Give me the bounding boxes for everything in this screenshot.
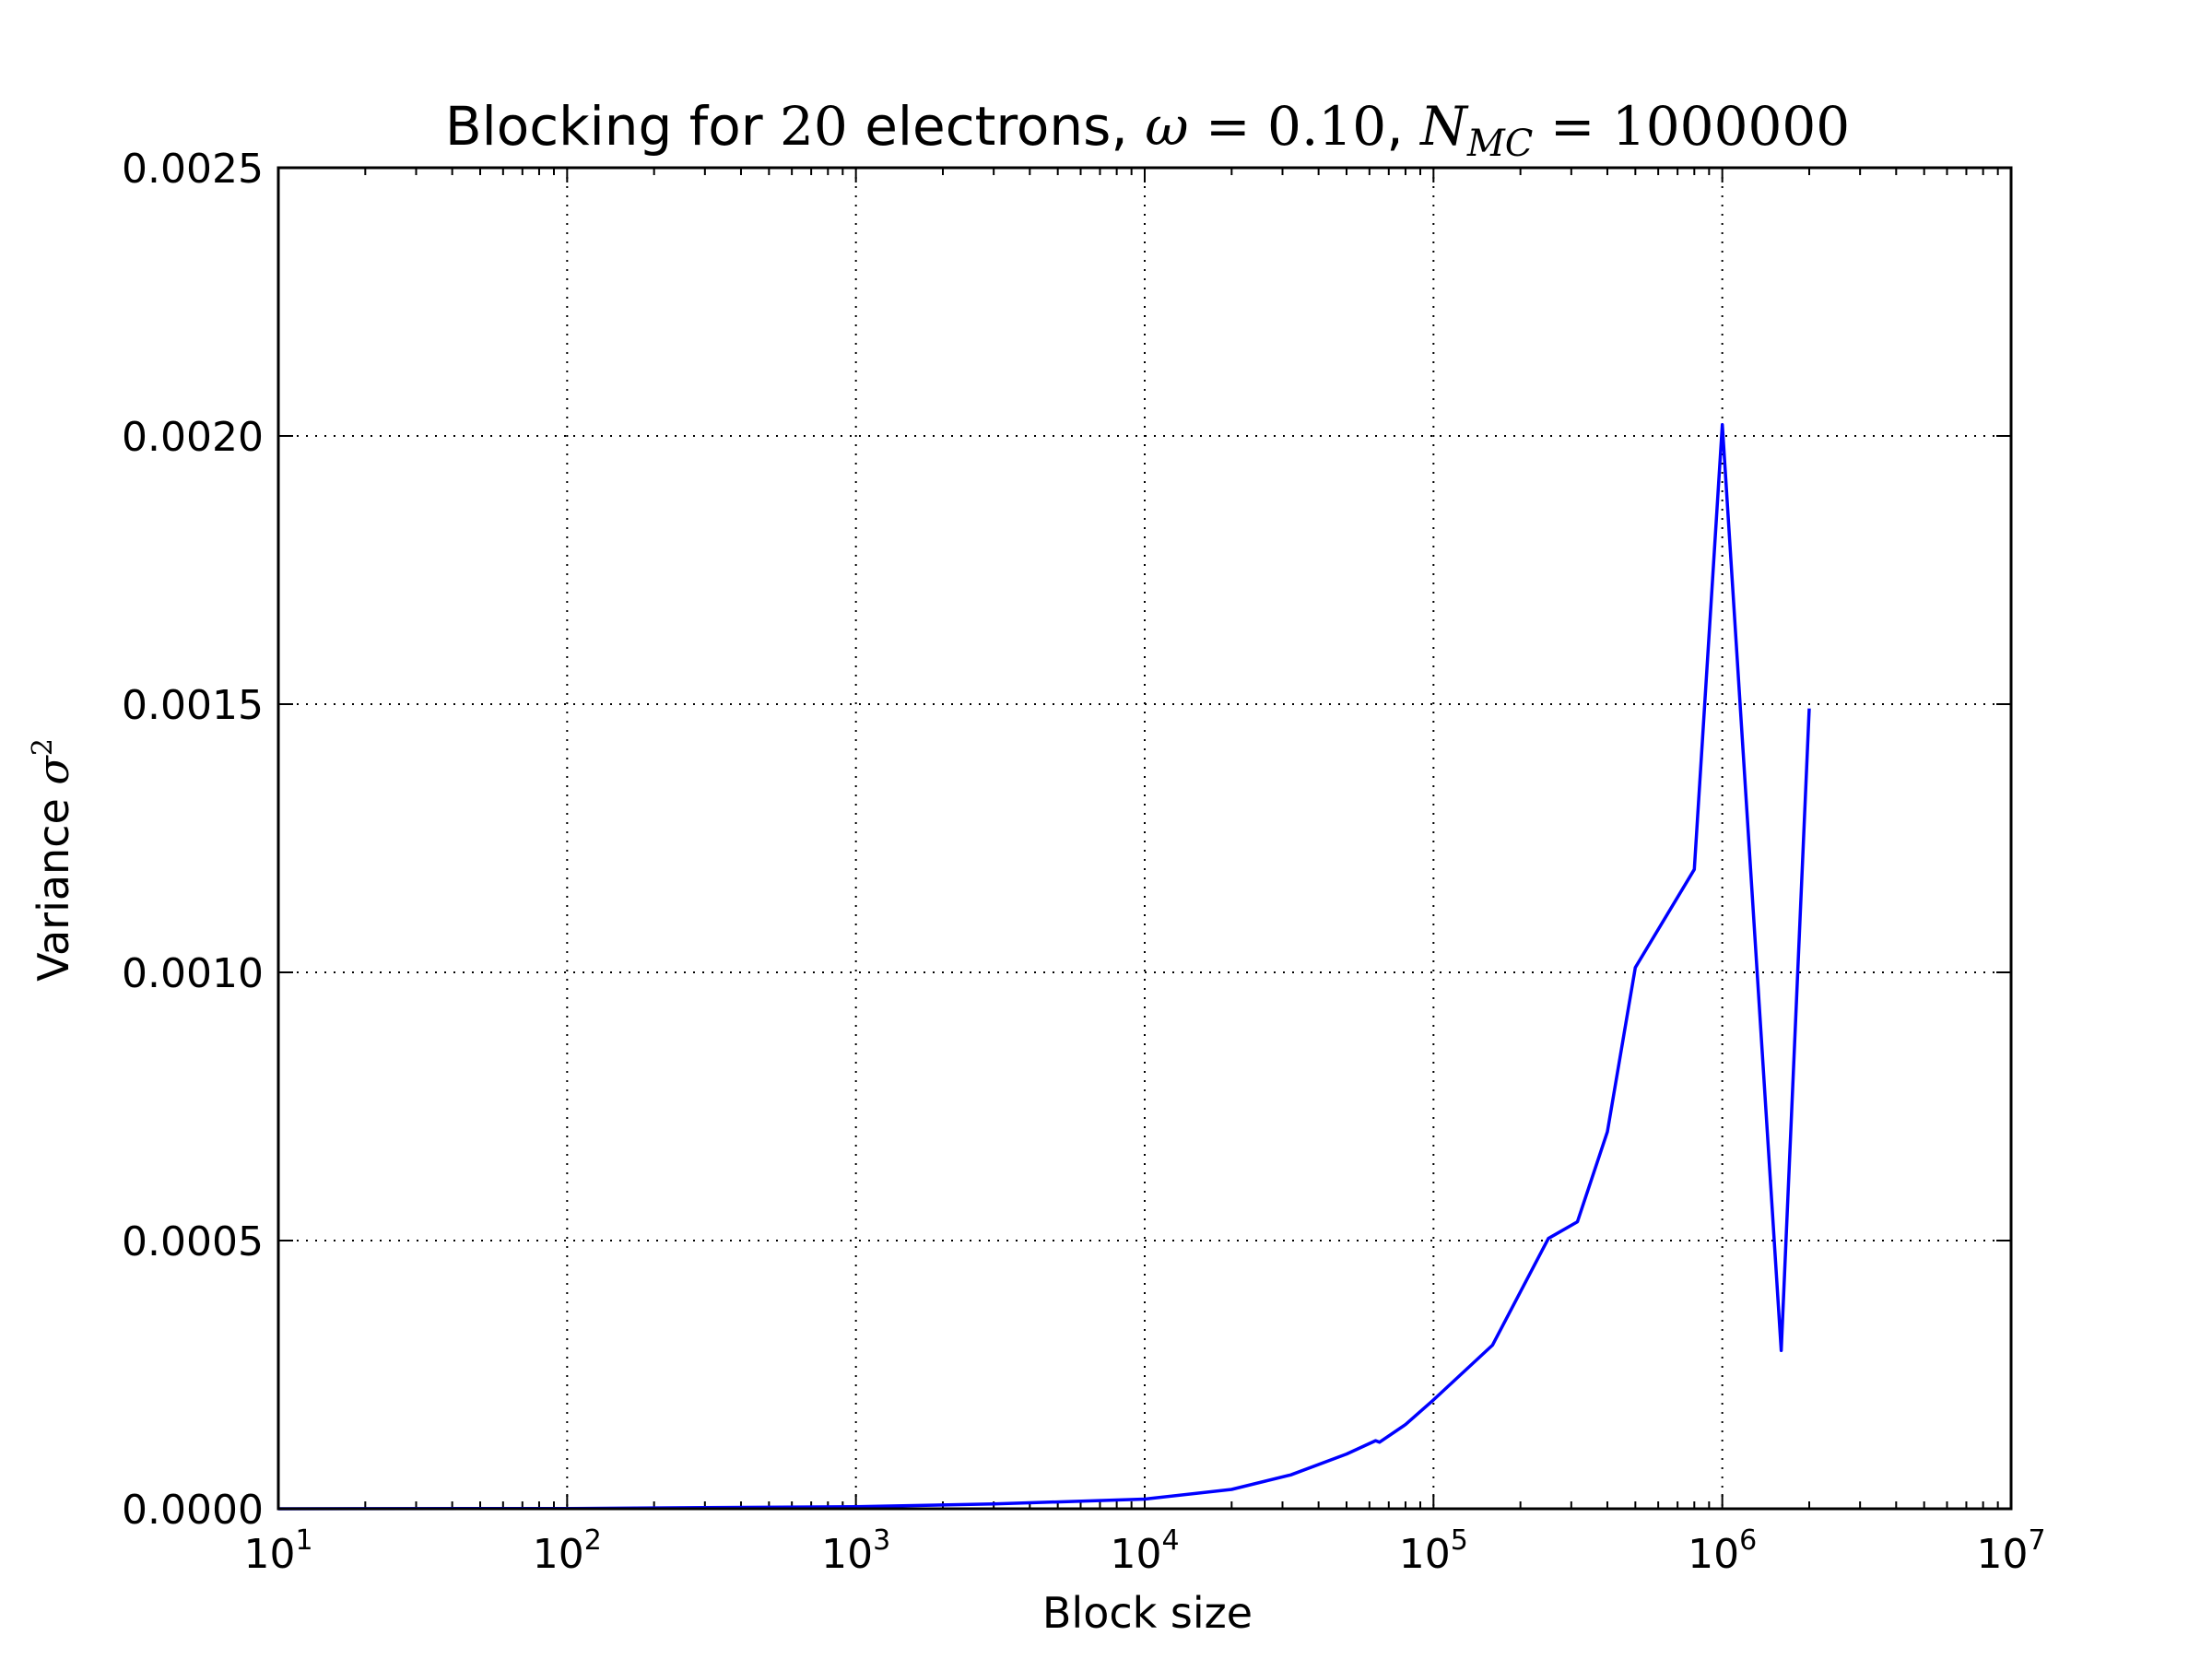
x-tick-labels: 101 102 103 104 105 106 107 (243, 1524, 2045, 1578)
title-n-symbol: N (1418, 95, 1469, 158)
x-tick-label: 102 (533, 1524, 602, 1578)
y-tick-label: 0.0015 (122, 682, 264, 729)
chart-title: Blocking for 20 electrons, ω = 0.10, NMC… (445, 95, 1850, 165)
title-prefix: Blocking for (445, 95, 780, 158)
x-tick-label: 107 (1976, 1524, 2045, 1578)
y-tick-label: 0.0000 (122, 1487, 264, 1534)
y-axis-label-symbol: σ (29, 755, 78, 785)
grid-lines (278, 168, 2011, 1509)
title-omega-symbol: ω (1145, 95, 1188, 158)
title-omega-value: = 0.10 (1189, 95, 1387, 158)
x-axis-label: Block size (1042, 1588, 1253, 1638)
y-tick-label: 0.0025 (122, 146, 264, 193)
y-axis-label-text: Variance (29, 798, 78, 982)
x-tick-label: 104 (1110, 1524, 1179, 1578)
plot-frame (276, 166, 2013, 1511)
x-tick-label: 103 (821, 1524, 890, 1578)
x-tick-label: 101 (243, 1524, 312, 1578)
series-group (277, 423, 1811, 1511)
axis-ticks (277, 167, 2012, 1510)
title-n-subscript: MC (1466, 123, 1534, 165)
x-tick-label: 105 (1399, 1524, 1468, 1578)
title-separator: , (1386, 95, 1420, 158)
title-electron-count: 20 (780, 95, 848, 158)
y-tick-label: 0.0020 (122, 414, 264, 461)
y-tick-labels: 0.0000 0.0005 0.0010 0.0015 0.0020 0.0025 (122, 146, 264, 1534)
y-tick-label: 0.0010 (122, 950, 264, 997)
y-axis-label: Variance σ2 (27, 738, 78, 982)
series-line (277, 423, 1811, 1511)
title-n-value: = 1000000 (1533, 95, 1850, 158)
x-tick-label: 106 (1688, 1524, 1757, 1578)
y-axis-label-exponent: 2 (27, 738, 59, 756)
y-tick-label: 0.0005 (122, 1218, 264, 1265)
title-middle: electrons, (848, 95, 1145, 158)
